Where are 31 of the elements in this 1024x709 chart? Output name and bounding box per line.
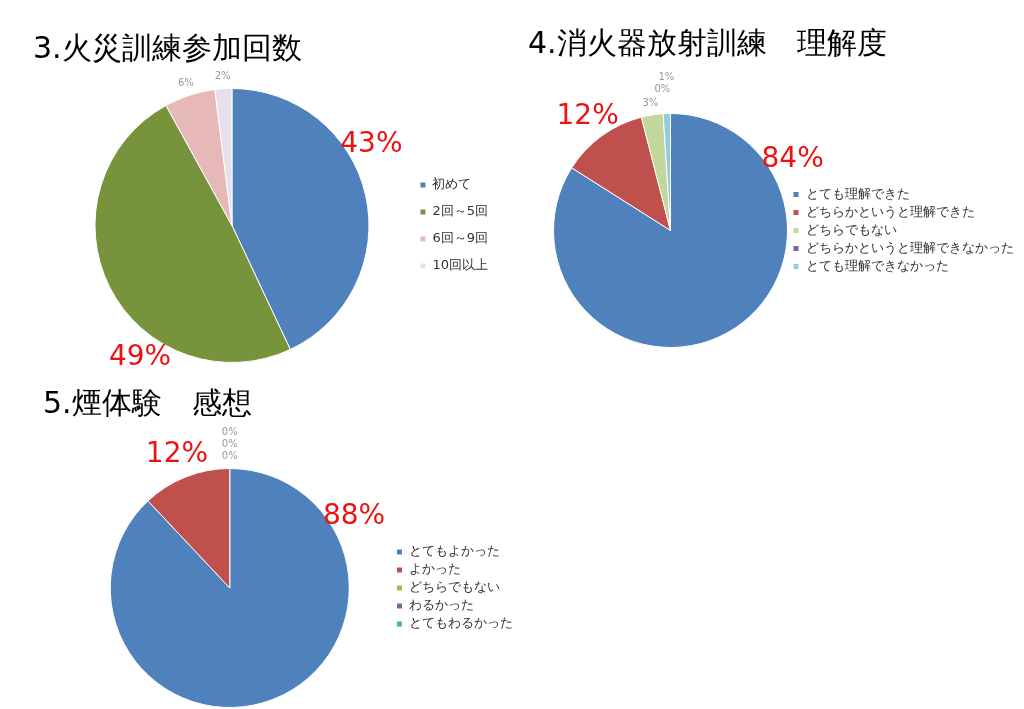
legend-label: とても理解できた bbox=[805, 185, 910, 201]
text: 0% bbox=[654, 83, 671, 95]
legend-label: どちらかというと理解できた bbox=[805, 203, 975, 219]
data-label: 3% bbox=[642, 96, 659, 108]
data-label: 49% bbox=[108, 338, 172, 372]
data-label: 84% bbox=[761, 141, 824, 175]
legend-label: わるかった bbox=[409, 597, 474, 613]
data-label: 1% bbox=[658, 71, 675, 83]
chart-title: 3.火災訓練参加回数 bbox=[33, 29, 302, 67]
legend-label: どちらでもない bbox=[805, 221, 897, 237]
legend-label: とてもわるかった bbox=[409, 615, 513, 631]
legend-label: とてもよかった bbox=[409, 543, 500, 559]
data-label: 12% bbox=[145, 435, 209, 469]
chart-title: 5.煙体験 感想 bbox=[43, 384, 252, 422]
chart-title: 4.消火器放射訓練 理解度 bbox=[528, 24, 887, 62]
text: 0% bbox=[221, 426, 238, 438]
legend-label: 10回以上 bbox=[432, 257, 488, 273]
data-label: 43% bbox=[340, 126, 403, 160]
legend-label: 6回～9回 bbox=[432, 230, 488, 246]
legend-label: 2回～5回 bbox=[432, 203, 488, 219]
legend-label: とても理解できなかった bbox=[805, 257, 949, 273]
data-label: 12% bbox=[556, 97, 619, 131]
data-label: 2% bbox=[214, 70, 231, 82]
legend-label: 初めて bbox=[432, 176, 472, 192]
legend-label: どちらでもない bbox=[409, 579, 500, 595]
data-label: 6% bbox=[178, 77, 194, 89]
data-label: 88% bbox=[322, 497, 386, 531]
legend-label: どちらかというと理解できなかった bbox=[805, 239, 1014, 255]
text: 0% bbox=[221, 450, 238, 462]
legend-label: よかった bbox=[409, 561, 461, 577]
text: 0% bbox=[221, 438, 238, 450]
